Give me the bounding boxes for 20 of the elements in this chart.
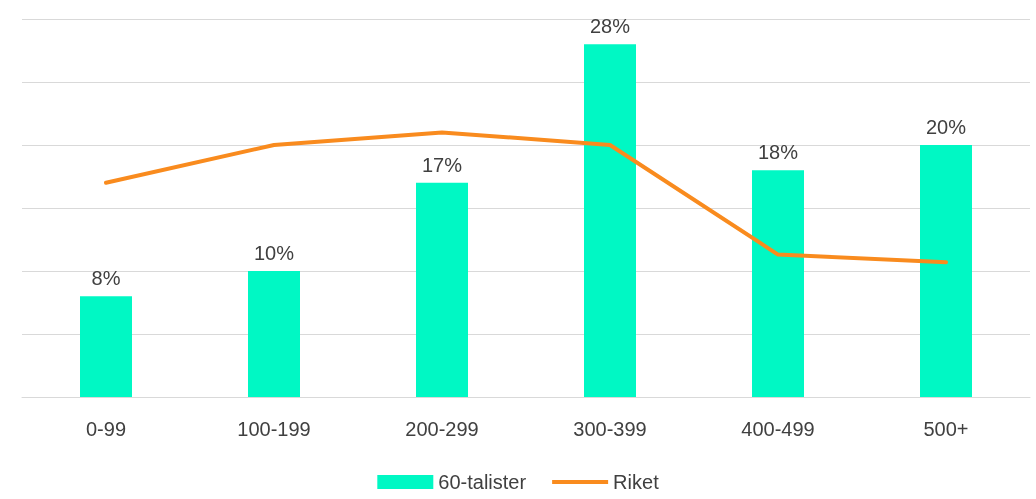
x-tick-label: 200-299 xyxy=(405,418,479,440)
data-label: 20% xyxy=(925,116,967,138)
legend-label: Riket xyxy=(613,471,660,493)
x-tick-label: 100-199 xyxy=(237,418,311,440)
x-tick-label: 500+ xyxy=(923,418,969,440)
data-label: 17% xyxy=(421,153,463,176)
data-label: 28% xyxy=(589,15,631,38)
bar xyxy=(584,44,636,397)
bar xyxy=(920,145,972,397)
x-tick-label: 400-499 xyxy=(741,418,815,440)
data-label: 18% xyxy=(757,141,799,164)
data-label: 10% xyxy=(253,242,295,264)
data-label: 8% xyxy=(91,267,121,290)
x-tick-label: 300-399 xyxy=(573,418,647,440)
bar xyxy=(248,271,300,397)
x-tick-label: 0-99 xyxy=(85,418,127,440)
legend-label: 60-talister xyxy=(438,471,527,493)
bar xyxy=(752,170,804,397)
bar xyxy=(80,296,132,397)
bar xyxy=(416,182,468,397)
